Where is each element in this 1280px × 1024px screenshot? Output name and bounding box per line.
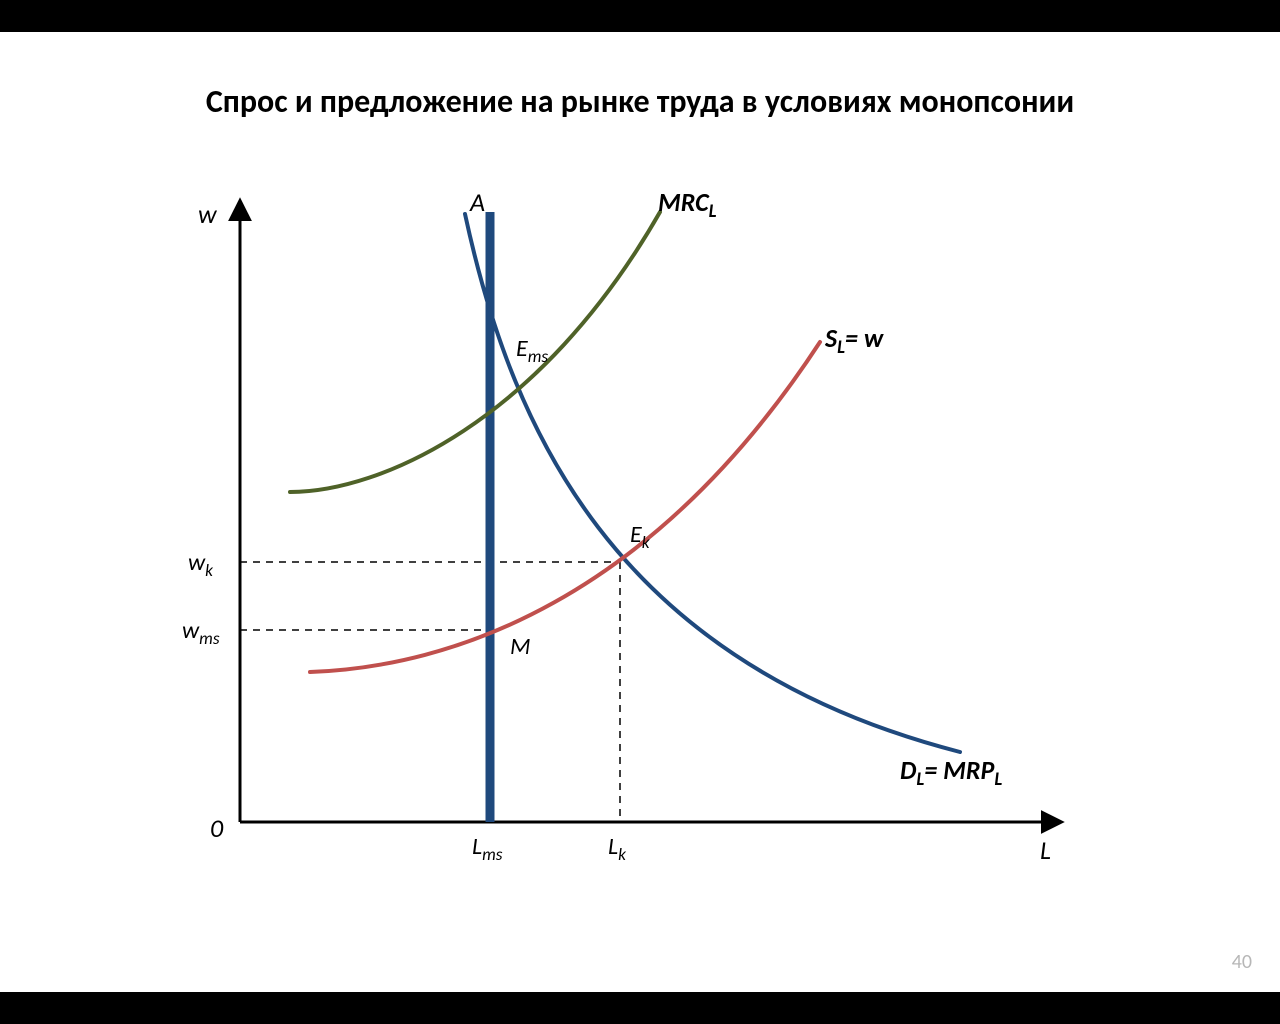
ytick-wms: wms bbox=[182, 616, 220, 649]
point-label-ek: Ek bbox=[630, 520, 650, 553]
xtick-lms: Lms bbox=[472, 832, 502, 865]
chart-container: w L 0 A MRCL SL= w DL= MRPL Ems Ek M wk … bbox=[180, 192, 1100, 912]
curve-label-a: A bbox=[470, 186, 485, 218]
slide-title: Спрос и предложение на рынке труда в усл… bbox=[0, 82, 1280, 122]
origin-label: 0 bbox=[210, 812, 223, 844]
curve-label-mrc: MRCL bbox=[658, 186, 717, 223]
slide: Спрос и предложение на рынке труда в усл… bbox=[0, 32, 1280, 992]
page-number: 40 bbox=[1232, 950, 1252, 974]
ytick-wk: wk bbox=[188, 548, 213, 581]
x-axis-label: L bbox=[1040, 834, 1051, 866]
xtick-lk: Lk bbox=[608, 832, 626, 865]
y-axis-label: w bbox=[198, 198, 217, 230]
point-label-m: M bbox=[510, 632, 531, 661]
curve-label-demand: DL= MRPL bbox=[900, 754, 1002, 791]
curve-label-supply: SL= w bbox=[825, 322, 883, 359]
point-label-ems: Ems bbox=[516, 334, 548, 367]
